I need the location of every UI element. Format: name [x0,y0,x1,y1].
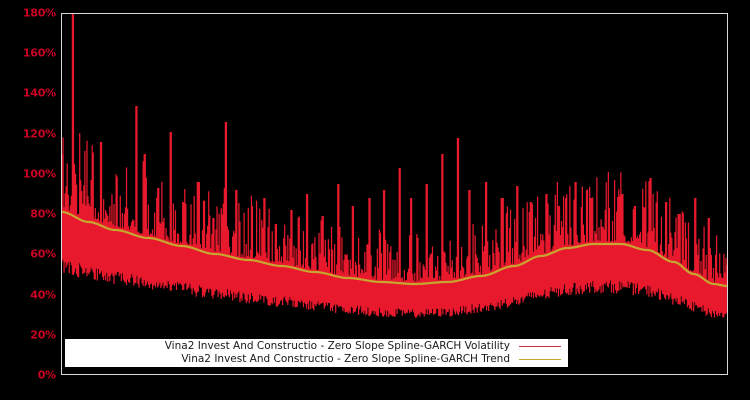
plot-svg [62,14,727,319]
legend-label-trend: Vina2 Invest And Constructio - Zero Slop… [181,353,510,365]
legend-swatch-trend-icon [519,359,561,360]
legend-item-trend[interactable]: Vina2 Invest And Constructio - Zero Slop… [66,353,567,366]
volatility-path [62,14,727,319]
legend-swatch-volatility-icon [519,346,561,347]
y-axis-tick-label: 80% [30,207,56,221]
y-axis-tick-label: 180% [22,6,56,20]
y-axis: 180% 160% 140% 120% 100% 80% 60% 40% 20% 0% [0,0,56,400]
y-axis-tick-label: 20% [30,328,56,342]
legend-label-volatility: Vina2 Invest And Constructio - Zero Slop… [164,340,510,352]
y-axis-tick-label: 60% [30,247,56,261]
volatility-series [62,14,727,319]
y-axis-tick-label: 140% [22,86,56,100]
y-axis-tick-label: 160% [22,46,56,60]
y-axis-tick-label: 0% [37,368,56,382]
legend[interactable]: Vina2 Invest And Constructio - Zero Slop… [65,339,568,367]
y-axis-tick-label: 120% [22,127,56,141]
trend-series [62,210,727,288]
y-axis-tick-label: 100% [22,167,56,181]
legend-item-volatility[interactable]: Vina2 Invest And Constructio - Zero Slop… [66,340,567,353]
plot-area [61,13,728,375]
y-axis-tick-label: 40% [30,288,56,302]
